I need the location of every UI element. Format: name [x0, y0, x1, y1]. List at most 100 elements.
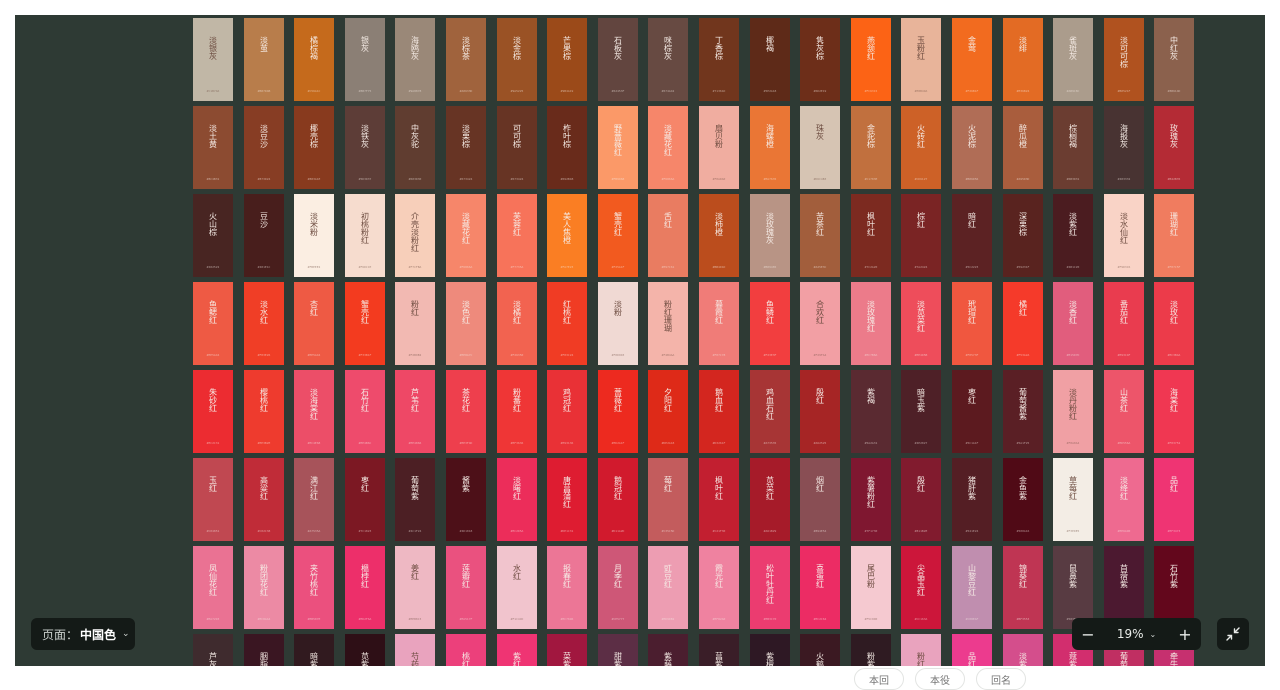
color-swatch[interactable]: 扇贝粉 #F0ADA0	[699, 106, 739, 189]
color-swatch[interactable]: 桃红#EC407B	[446, 634, 486, 666]
color-swatch[interactable]: 芙蓉红 #F7735A	[497, 194, 537, 277]
color-swatch[interactable]: 椰褐 #5E2A18	[750, 18, 790, 101]
color-swatch[interactable]: 淡橘红 #F26350	[497, 282, 537, 365]
color-swatch[interactable]: 珊瑚红 #F07C5F	[1154, 194, 1194, 277]
color-swatch[interactable]: 美人焦橙 #FA7E23	[547, 194, 587, 277]
color-swatch[interactable]: 茶花红 #EE3F4D	[446, 370, 486, 453]
color-swatch[interactable]: 松叶牡丹红 #EB3C70	[750, 546, 790, 629]
color-swatch[interactable]: 报春红 #EC7696	[547, 546, 587, 629]
color-swatch[interactable]: 满江红 #A7535A	[294, 458, 334, 541]
color-swatch[interactable]: 玳瑁红 #F0573F	[952, 282, 992, 365]
color-swatch[interactable]: 品红#EC3B8E	[952, 634, 992, 666]
color-swatch[interactable]: 胭脂#3A1622	[244, 634, 284, 666]
color-swatch[interactable]: 淡绛红 #EE6A90	[1104, 458, 1144, 541]
color-swatch[interactable]: 棕红 #7A2424	[901, 194, 941, 277]
color-swatch[interactable]: 暗玉紫 #4E2027	[901, 370, 941, 453]
color-swatch[interactable]: 淡色红 #EE8A7C	[446, 282, 486, 365]
color-swatch[interactable]: 金鱼紫 #500A16	[1003, 458, 1043, 541]
color-swatch[interactable]: 初桃粉红 #F6DCCE	[345, 194, 385, 277]
color-swatch[interactable]: 淡棕茶 #A0633D	[446, 18, 486, 101]
color-swatch[interactable]: 枫叶红 #7C2A20	[851, 194, 891, 277]
color-swatch[interactable]: 暗红 #5C2223	[952, 194, 992, 277]
color-swatch[interactable]: 淡玫瑰红 #EC7B8A	[851, 282, 891, 365]
color-swatch[interactable]: 鼠鼻紫#583B42	[1053, 546, 1093, 629]
color-swatch[interactable]: 红桃红 #F03C24	[547, 282, 587, 365]
color-swatch[interactable]: 莲瓣红 #EA517F	[446, 546, 486, 629]
color-swatch[interactable]: 姜红 #EEB8C3	[395, 546, 435, 629]
color-swatch[interactable]: 粉红珊瑚 #F4B4AA	[648, 282, 688, 365]
color-swatch[interactable]: 芒果棕 #9B4A19	[547, 18, 587, 101]
color-swatch[interactable]: 高粱红 #C02C38	[244, 458, 284, 541]
collapse-view-button[interactable]	[1217, 618, 1249, 650]
color-swatch[interactable]: 椰壳棕 #883A1E	[294, 106, 334, 189]
color-swatch[interactable]: 葡萄紫 #4C1F24	[395, 458, 435, 541]
color-swatch[interactable]: 石竹红 #EE4B6C	[345, 370, 385, 453]
color-swatch[interactable]: 金莺 #F26B1F	[952, 18, 992, 101]
color-swatch[interactable]: 粉紫#2F1B22	[851, 634, 891, 666]
color-swatch[interactable]: 火泥棕 #B06D56	[952, 106, 992, 189]
color-swatch[interactable]: 鹅血红 #D3261F	[699, 370, 739, 453]
color-swatch[interactable]: 樱桃红 #EE3B2E	[244, 370, 284, 453]
color-swatch[interactable]: 紫檀#2E1824	[750, 634, 790, 666]
color-swatch[interactable]: 玉粉红 #E8B49A	[901, 18, 941, 101]
color-swatch[interactable]: 中红灰 #8B614D	[1154, 18, 1194, 101]
color-board-canvas[interactable]: 淡银灰 #C1B7A6 淡茧 #B87D4B 橘棕褐 #C56A1C 银灰 #8B7F75 海鸥…	[15, 15, 1265, 666]
color-swatch[interactable]: 苋菜红 #A61B29	[750, 458, 790, 541]
color-swatch[interactable]: 橘棕褐 #C56A1C	[294, 18, 334, 101]
color-swatch[interactable]: 银灰 #8B7F75	[345, 18, 385, 101]
color-swatch[interactable]: 淡豆沙 #873D24	[244, 106, 284, 189]
color-swatch[interactable]: 紫红#EF3473	[497, 634, 537, 666]
color-swatch[interactable]: 紫褐 #5A2A31	[851, 370, 891, 453]
zoom-out-button[interactable]: −	[1072, 618, 1104, 650]
color-swatch[interactable]: 菜紫#A1173F	[547, 634, 587, 666]
color-swatch[interactable]: 丁香棕 #71361D	[699, 18, 739, 101]
color-swatch[interactable]: 枣红 #7C1823	[345, 458, 385, 541]
color-swatch[interactable]: 淡紫#D44E8C	[1003, 634, 1043, 666]
bottom-pill-3[interactable]: 回名	[976, 668, 1026, 690]
color-swatch[interactable]: 殷红 #811B2E	[901, 458, 941, 541]
color-swatch[interactable]: 淡绯 #E36B24	[1003, 18, 1043, 101]
color-swatch[interactable]: 淡玫瑰灰 #B89485	[750, 194, 790, 277]
color-swatch[interactable]: 粉红#E9A3BE	[901, 634, 941, 666]
color-swatch[interactable]: 海棠红 #F03752	[1154, 370, 1194, 453]
color-swatch[interactable]: 淡金棕 #9A5225	[497, 18, 537, 101]
color-swatch[interactable]: 蟹壳红 #F33B1F	[345, 282, 385, 365]
color-swatch[interactable]: 紫薯粉红 #7F1730	[851, 458, 891, 541]
color-swatch[interactable]: 芦灰#3F2B2E	[193, 634, 233, 666]
color-swatch[interactable]: 深栗棕 #59231F	[1003, 194, 1043, 277]
color-swatch[interactable]: 野蔷薇红 #FB9968	[598, 106, 638, 189]
color-swatch[interactable]: 品红 #EF3473	[1154, 458, 1194, 541]
color-swatch[interactable]: 淡粉 #F0D9D3	[598, 282, 638, 365]
color-swatch[interactable]: 玉红 #C04851	[193, 458, 233, 541]
color-swatch[interactable]: 珠灰 #D6C4B3	[800, 106, 840, 189]
color-swatch[interactable]: 山黎豆红 #C08EAF	[952, 546, 992, 629]
color-swatch[interactable]: 夕阳红 #DE2A18	[648, 370, 688, 453]
color-swatch[interactable]: 隽灰棕 #6D2E19	[800, 18, 840, 101]
color-swatch[interactable]: 番茄红 #E93C4F	[1104, 282, 1144, 365]
color-swatch[interactable]: 淡茧 #B87D4B	[244, 18, 284, 101]
color-swatch[interactable]: 榲桲红 #ED2F6A	[345, 546, 385, 629]
color-swatch[interactable]: 合欢红 #F29FA4	[800, 282, 840, 365]
color-swatch[interactable]: 粉蕃红 #EF3636	[497, 370, 537, 453]
color-swatch[interactable]: 霞光红 #EF82A0	[699, 546, 739, 629]
color-swatch[interactable]: 枣红 #5C1A1F	[952, 370, 992, 453]
color-swatch[interactable]: 醉瓜橙 #A95D3D	[1003, 106, 1043, 189]
color-swatch[interactable]: 火鹤紫#3B1922	[800, 634, 840, 666]
color-swatch[interactable]: 水红 #F1C4CD	[497, 546, 537, 629]
color-swatch[interactable]: 淡丹粉红 #F0A0A4	[1053, 370, 1093, 453]
bottom-pill-1[interactable]: 本回	[854, 668, 904, 690]
color-swatch[interactable]: 粉红 #F2B9B2	[395, 282, 435, 365]
color-swatch[interactable]: 杏红 #EE5A44	[294, 282, 334, 365]
color-swatch[interactable]: 苜蓿紫#4C1930	[1104, 546, 1144, 629]
color-swatch[interactable]: 酱紫 #4D1018	[446, 458, 486, 541]
color-swatch[interactable]: 猪肝紫 #541E24	[952, 458, 992, 541]
color-swatch[interactable]: 淡藏花红 #F6866A	[648, 106, 688, 189]
color-swatch[interactable]: 芍药红#E9A3BE	[395, 634, 435, 666]
color-swatch[interactable]: 芦苇红 #EE4866	[395, 370, 435, 453]
color-swatch[interactable]: 海报灰 #483332	[1104, 106, 1144, 189]
color-swatch[interactable]: 淡铁灰 #5D3D37	[345, 106, 385, 189]
color-swatch[interactable]: 蟹壳红 #F25A1F	[598, 194, 638, 277]
color-swatch[interactable]: 朱砂红 #EC2C31	[193, 370, 233, 453]
color-swatch[interactable]: 淡柿橙 #BB4D1D	[699, 194, 739, 277]
color-swatch[interactable]: 淡可可棕 #B0521F	[1104, 18, 1144, 101]
